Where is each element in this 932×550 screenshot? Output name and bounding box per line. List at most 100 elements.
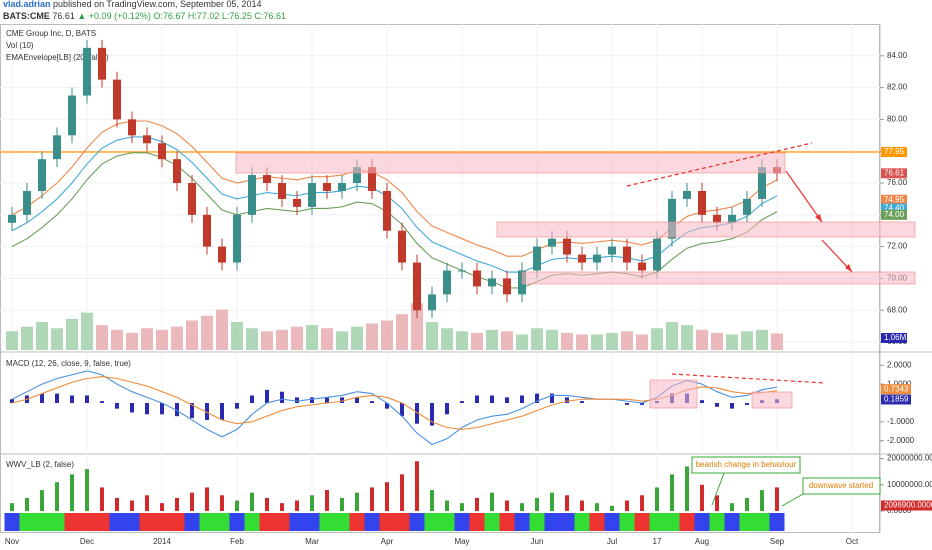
wwv-bar — [475, 497, 479, 511]
wwv-bar — [205, 487, 209, 511]
price-tag — [881, 147, 907, 158]
state-cell — [259, 513, 275, 531]
state-cell — [709, 513, 725, 531]
volume-bar — [6, 331, 18, 350]
wwv-bar — [445, 500, 449, 511]
wwv-bar — [400, 474, 404, 511]
histogram-bar — [505, 397, 509, 403]
y-tick-label: 84.00 — [887, 51, 908, 60]
candle-body — [353, 167, 361, 184]
wwv-bar — [190, 492, 194, 511]
price-tag — [881, 384, 911, 395]
histogram-bar — [205, 403, 209, 420]
price-tag-label: 0.1859 — [884, 395, 909, 404]
x-tick-label: Dec — [80, 537, 94, 546]
x-tick-label: Apr — [381, 537, 394, 546]
series-line — [11, 376, 778, 430]
candle-body — [173, 159, 181, 184]
wwv-bar — [265, 497, 269, 511]
state-cell — [154, 513, 170, 531]
author: vlad.adrian — [3, 0, 51, 9]
volume-bar — [141, 328, 153, 350]
candle-body — [383, 190, 391, 231]
volume-bar — [186, 320, 198, 350]
wwv-bar — [295, 500, 299, 511]
price-tag — [881, 394, 911, 405]
candle-body — [488, 278, 496, 287]
wwv-bar — [385, 482, 389, 511]
wwv-bar — [715, 495, 719, 511]
wwv-bar — [700, 484, 704, 511]
legend: Vol (10) — [6, 41, 34, 50]
histogram-bar — [40, 393, 44, 403]
x-tick-label: Feb — [230, 537, 244, 546]
histogram-bar — [295, 397, 299, 403]
state-cell — [544, 513, 560, 531]
state-cell — [754, 513, 770, 531]
wwv-bar — [520, 503, 524, 511]
volume-bar — [771, 333, 783, 350]
histogram-bar — [430, 403, 434, 426]
histogram-bar — [265, 389, 269, 403]
candle-body — [143, 135, 151, 144]
volume-bar — [546, 329, 558, 350]
wwv-bar — [550, 492, 554, 511]
last: 76.61 — [52, 11, 75, 21]
volume-bar — [456, 331, 468, 350]
y-tick-label: 0.0000 — [887, 506, 912, 515]
histogram-bar — [280, 391, 284, 403]
volume-bar — [171, 326, 183, 350]
state-cell — [499, 513, 515, 531]
volume-bar — [501, 331, 513, 350]
candle-body — [263, 175, 271, 184]
histogram-bar — [445, 403, 449, 415]
state-cell — [424, 513, 440, 531]
histogram-bar — [175, 403, 179, 417]
histogram-bar — [520, 395, 524, 403]
candle-body — [653, 238, 661, 271]
wwv-bar — [685, 466, 689, 511]
state-cell — [589, 513, 605, 531]
volume-bar — [246, 328, 258, 350]
trendline — [671, 373, 826, 384]
candle-body — [158, 143, 166, 160]
volume-bar — [81, 312, 93, 350]
candle-body — [113, 79, 121, 120]
y-tick-label: 2.0000 — [887, 360, 912, 369]
price-tag-label: 2096900.0000 — [884, 501, 932, 510]
candle-body — [593, 254, 601, 263]
volume-bar — [621, 331, 633, 350]
state-cell — [169, 513, 185, 531]
wwv-bar — [40, 490, 44, 511]
histogram-bar — [460, 401, 464, 403]
histogram-bar — [100, 401, 104, 403]
published: published on TradingView.com, September … — [53, 0, 261, 9]
state-cell — [604, 513, 620, 531]
volume-bar — [741, 331, 753, 350]
price-tag-label: 74.40 — [884, 204, 905, 213]
volume-bar — [696, 329, 708, 350]
state-cell — [274, 513, 290, 531]
candle-body — [458, 270, 466, 272]
volume-bar — [711, 332, 723, 350]
volume-bar — [336, 331, 348, 350]
legend: CME Group Inc, D, BATS — [6, 29, 96, 38]
state-cell — [364, 513, 380, 531]
state-cell — [64, 513, 80, 531]
header-line: vlad.adrian published on TradingView.com… — [3, 0, 262, 9]
candle-body — [278, 183, 286, 199]
histogram-bar — [475, 395, 479, 403]
wwv-bar — [115, 497, 119, 511]
histogram-bar — [55, 393, 59, 403]
volume-bar — [756, 329, 768, 350]
state-cell — [79, 513, 95, 531]
volume-bar — [396, 314, 408, 350]
candle-body — [188, 183, 196, 215]
volume-bar — [636, 334, 648, 350]
wwv-bar — [175, 497, 179, 511]
x-tick-label: Jul — [607, 537, 617, 546]
price-tag-label: 74.95 — [884, 195, 905, 204]
histogram-bar — [310, 397, 314, 403]
candle-body — [83, 47, 91, 96]
volume-bar — [561, 332, 573, 350]
